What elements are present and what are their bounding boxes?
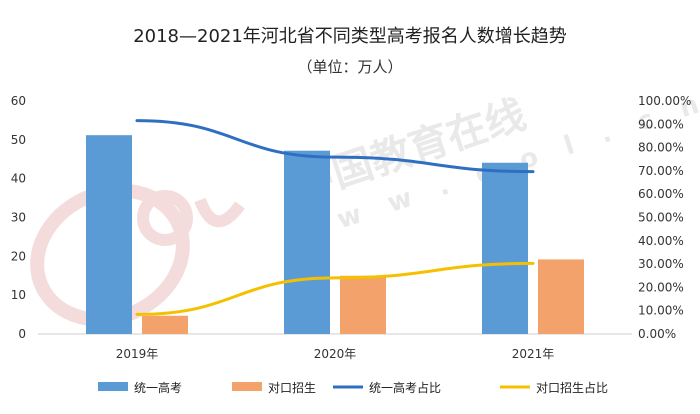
bar	[86, 135, 132, 334]
right-tick-label: 100.00%	[638, 94, 691, 108]
category-label: 2020年	[314, 347, 357, 361]
right-tick-label: 10.00%	[638, 304, 684, 318]
legend-label: 统一高考占比	[369, 380, 441, 395]
right-tick-label: 0.00%	[638, 327, 676, 341]
right-tick-label: 40.00%	[638, 234, 684, 248]
left-axis: 0 10 20 30 40 50 60	[11, 94, 26, 341]
chart-subtitle: （单位：万人）	[297, 58, 402, 76]
right-tick-label: 50.00%	[638, 211, 684, 225]
bars	[86, 135, 584, 334]
left-tick-label: 0	[18, 327, 26, 341]
legend-label: 对口招生占比	[536, 380, 608, 395]
category-label: 2021年	[512, 347, 555, 361]
right-tick-label: 60.00%	[638, 187, 684, 201]
right-tick-label: 30.00%	[638, 257, 684, 271]
legend: 统一高考 对口招生 统一高考占比 对口招生占比	[98, 380, 608, 395]
series-line	[135, 119, 535, 174]
right-tick-label: 80.00%	[638, 141, 684, 155]
right-axis: 0.00% 10.00% 20.00% 30.00% 40.00% 50.00% 60.00…	[638, 94, 691, 341]
left-tick-label: 10	[11, 288, 26, 302]
bar	[142, 315, 188, 334]
right-tick-label: 70.00%	[638, 164, 684, 178]
left-tick-label: 50	[11, 133, 26, 147]
legend-label: 对口招生	[268, 381, 316, 395]
right-tick-label: 20.00%	[638, 280, 684, 294]
legend-label: 统一高考	[134, 380, 182, 395]
eol-logo-icon	[30, 183, 245, 327]
bar	[284, 150, 330, 334]
bar	[538, 259, 584, 334]
bar	[340, 275, 386, 334]
category-label: 2019年	[116, 347, 159, 361]
series-line	[135, 261, 535, 316]
right-tick-label: 90.00%	[638, 117, 684, 131]
lines	[135, 119, 535, 316]
left-tick-label: 30	[11, 211, 26, 225]
left-tick-label: 20	[11, 249, 26, 263]
bar	[482, 162, 528, 334]
left-tick-label: 60	[11, 94, 26, 108]
left-tick-label: 40	[11, 172, 26, 186]
chart-title: 2018—2021年河北省不同类型高考报名人数增长趋势	[133, 26, 567, 47]
legend-swatch	[98, 382, 128, 391]
category-labels: 2019年 2020年 2021年	[116, 347, 555, 361]
legend-swatch	[232, 382, 262, 391]
